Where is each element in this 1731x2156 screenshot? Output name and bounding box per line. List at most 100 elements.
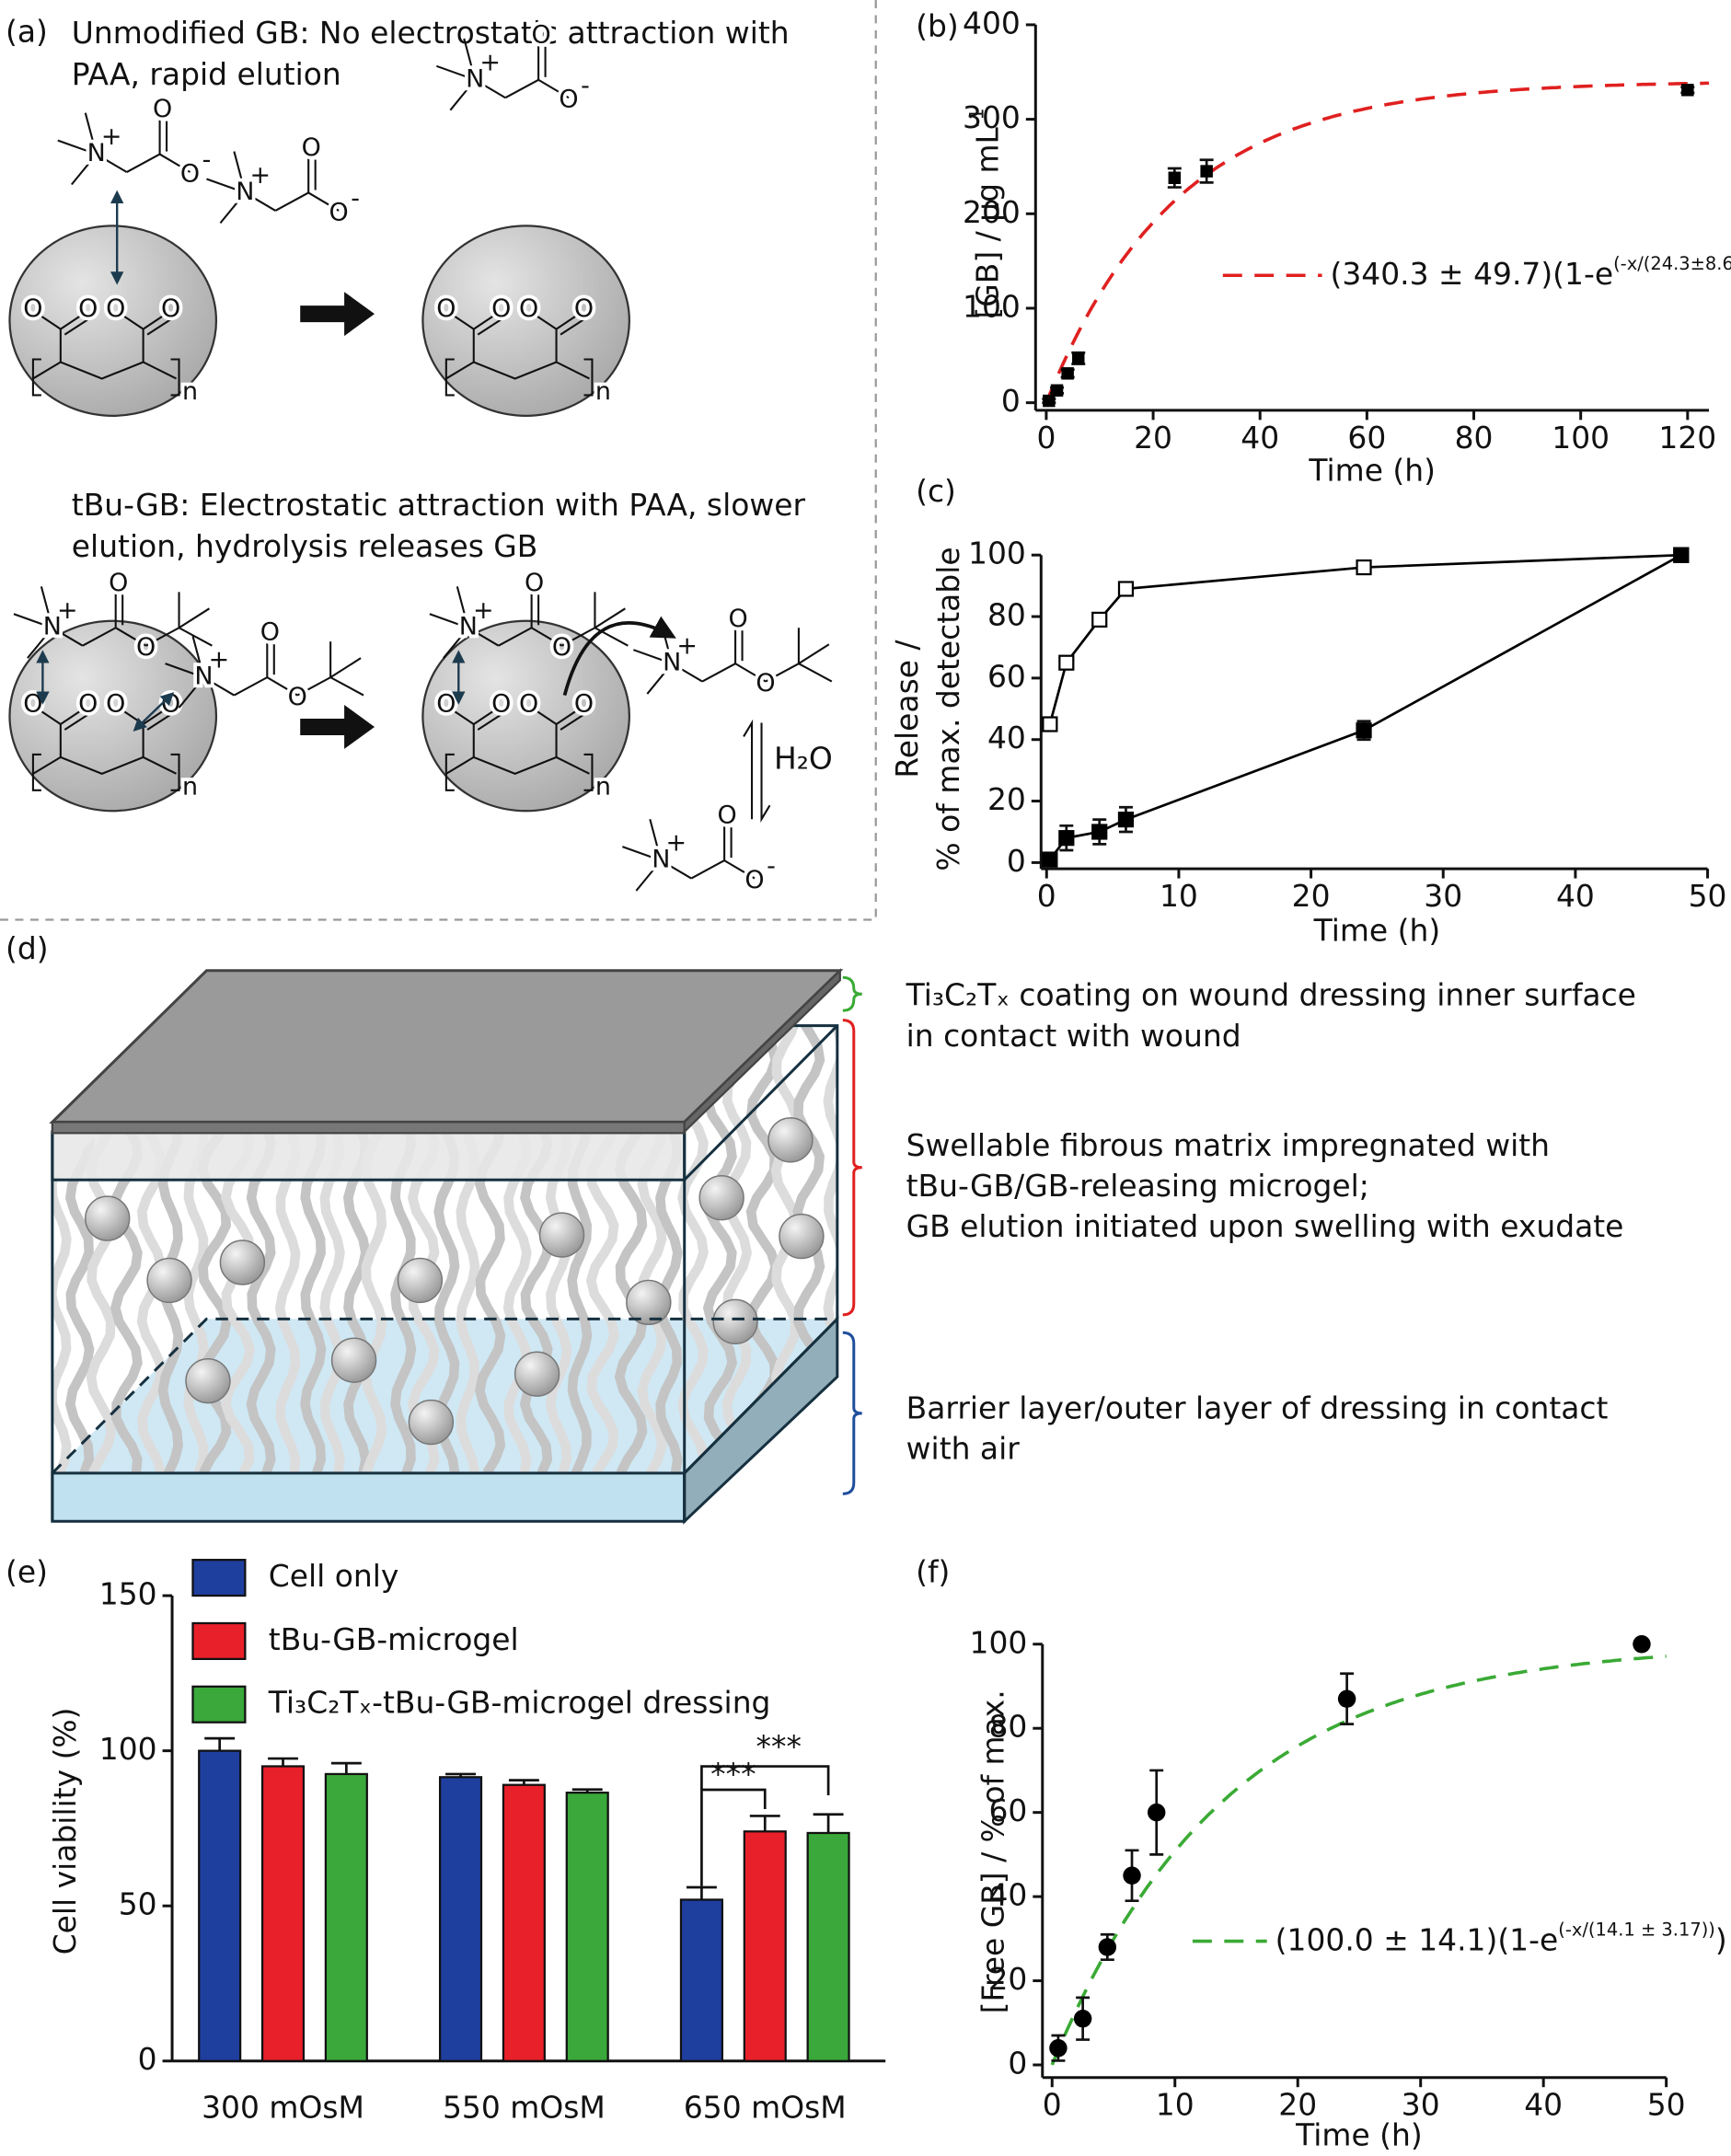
bond xyxy=(40,586,53,628)
layer-label: with air xyxy=(906,1431,1021,1467)
bracket xyxy=(31,358,180,397)
fit-curve xyxy=(1044,81,1710,404)
data-point xyxy=(1050,384,1064,398)
atom-label: O xyxy=(329,198,349,226)
atom-label: O xyxy=(491,294,511,323)
microgel-bead xyxy=(397,1257,444,1304)
fit-label: (100.0 ± 14.1)(1-e(-x/(14.1 ± 3.17))) xyxy=(1275,1920,1727,1957)
y-tick-label: 400 xyxy=(963,5,1021,40)
y-tick-label: 20 xyxy=(987,781,1026,817)
bar xyxy=(743,1830,787,2062)
box-edges xyxy=(51,1024,839,1522)
atom-label: O xyxy=(525,569,544,597)
bond xyxy=(635,859,663,892)
atom-label: O xyxy=(78,690,98,719)
bracket xyxy=(444,753,594,791)
series-line xyxy=(1048,554,1682,860)
microgel-bead xyxy=(219,1239,266,1286)
bond xyxy=(202,676,235,697)
legend-label: tBu-GB-microgel xyxy=(269,1621,519,1657)
bond xyxy=(448,707,475,725)
x-tick-label: 550 mOsM xyxy=(443,2090,606,2126)
atom-label: + xyxy=(101,122,122,151)
bond xyxy=(633,649,673,665)
x-tick-label: 30 xyxy=(1402,2087,1440,2123)
title: elution, hydrolysis releases GB xyxy=(72,528,538,564)
atom-label: O xyxy=(531,20,550,49)
atom-label: O xyxy=(180,160,200,189)
atom-label: O xyxy=(574,690,594,719)
atom-label: O xyxy=(519,294,538,323)
bond xyxy=(560,713,585,731)
significance-label: *** xyxy=(756,1729,802,1765)
bond xyxy=(13,613,53,629)
bond xyxy=(84,112,98,155)
bond xyxy=(35,311,62,330)
y-axis-label-text: Cell viability (%) xyxy=(46,1707,82,1954)
bar xyxy=(502,1783,546,2062)
significance-bracket xyxy=(700,1765,830,1796)
microgel-bead xyxy=(626,1279,672,1326)
panel-label: (c) xyxy=(916,473,956,509)
y-tick-label: 200 xyxy=(963,194,1021,230)
atom-label: N xyxy=(87,139,106,167)
bar xyxy=(806,1831,850,2062)
bond xyxy=(35,707,62,725)
data-point xyxy=(1117,812,1135,828)
bond xyxy=(473,707,500,725)
bond xyxy=(723,859,756,880)
bond xyxy=(178,676,205,709)
atom-label: O xyxy=(106,690,125,719)
layer-brace xyxy=(842,1331,862,1495)
title: Unmodified GB: No electrostatic attracti… xyxy=(72,15,790,51)
data-point xyxy=(1200,165,1213,178)
atom-label: + xyxy=(250,161,271,190)
data-point xyxy=(1098,1938,1117,1956)
atom-label: + xyxy=(209,646,230,674)
x-tick-label: 40 xyxy=(1241,420,1279,455)
bond xyxy=(146,318,172,336)
bar xyxy=(565,1792,609,2062)
data-point xyxy=(1042,716,1058,732)
x-tick-label: 20 xyxy=(1292,878,1331,914)
series-line xyxy=(1048,553,1681,725)
bond xyxy=(165,663,204,679)
atom-label: + xyxy=(57,596,78,625)
atom-label: O xyxy=(161,294,180,323)
fiber xyxy=(836,1025,837,1473)
coating-top xyxy=(49,969,844,1124)
x-tick-label: 40 xyxy=(1556,878,1595,914)
equilibrium-arrow xyxy=(743,719,771,824)
bond xyxy=(443,627,469,659)
y-tick-label: 0 xyxy=(138,2041,157,2077)
bond xyxy=(178,607,211,629)
bond xyxy=(660,859,692,880)
bond xyxy=(555,311,583,330)
bond xyxy=(798,663,833,683)
y-tick-label: 0 xyxy=(1001,383,1021,419)
y-tick-label: 0 xyxy=(1008,2046,1027,2081)
bond xyxy=(449,79,477,111)
fit-label-text: (340.3 ± 49.7)(1-e xyxy=(1331,256,1614,292)
interaction-arrow xyxy=(133,692,175,732)
bond xyxy=(206,178,246,194)
significance-label: *** xyxy=(710,1757,756,1793)
legend-swatch xyxy=(191,1621,247,1661)
x-tick-label: 300 mOsM xyxy=(202,2090,364,2126)
bond xyxy=(467,627,500,647)
layer-label: Swellable fibrous matrix impregnated wit… xyxy=(906,1127,1550,1163)
fit-label-end: ) xyxy=(1715,1921,1727,1957)
bond xyxy=(63,713,89,731)
x-tick-label: 80 xyxy=(1455,420,1494,455)
x-tick-label: 10 xyxy=(1160,878,1198,914)
atom-label: O xyxy=(756,669,775,698)
microgel-bead xyxy=(408,1399,455,1446)
bond xyxy=(561,627,595,647)
bond xyxy=(560,318,585,336)
atom-label: O xyxy=(574,294,594,323)
reagent: H₂O xyxy=(774,740,833,776)
fit-label-sup: (-x/(24.3±8.6)) xyxy=(1613,253,1731,274)
y-tick-label: 80 xyxy=(987,597,1026,633)
bond xyxy=(266,676,298,697)
